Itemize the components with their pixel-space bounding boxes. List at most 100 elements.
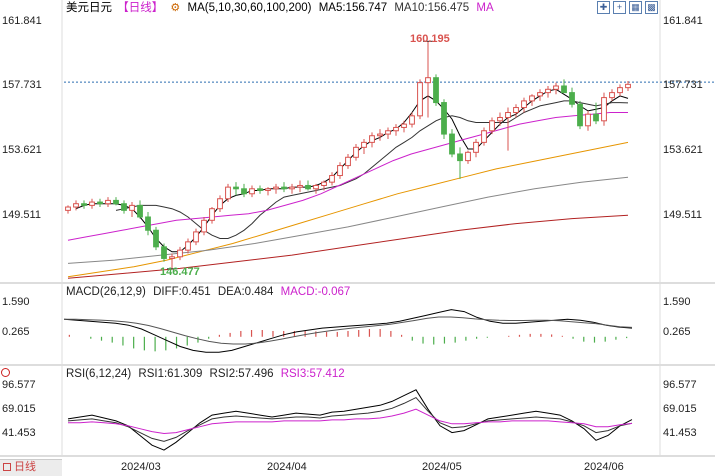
macd-dea-line: [64, 316, 633, 345]
candle-body: [353, 146, 359, 158]
candle-body: [265, 188, 271, 191]
price-header: 美元日元 【日线】 ⚙ MA(5,10,30,60,100,200) MA5:1…: [66, 0, 498, 16]
candle-body: [425, 77, 431, 84]
candle-body: [465, 151, 471, 162]
candle-body: [97, 201, 103, 205]
symbol-title: 美元日元: [66, 2, 112, 14]
candle-body: [473, 141, 479, 153]
candle-body: [625, 83, 631, 89]
rsi-line-rsi2: [67, 396, 633, 442]
candle-body: [161, 246, 167, 259]
candle-body: [305, 184, 311, 190]
rsi-ytick-left: 69.015: [2, 403, 36, 415]
ma-params: MA(5,10,30,60,100,200): [187, 2, 312, 14]
period-tab-icon: [3, 463, 11, 471]
candle-body: [585, 113, 591, 127]
candle-body: [361, 141, 367, 148]
price-ytick-left: 153.621: [2, 144, 42, 156]
price-ytick-right: 161.841: [663, 15, 703, 27]
candle-body: [169, 256, 175, 259]
period-tab-label[interactable]: 日线: [14, 461, 36, 473]
rsi-header: RSI(6,12,24) RSI1:61.309 RSI2:57.496 RSI…: [66, 366, 349, 382]
candle-body: [529, 95, 535, 102]
ma-line-ma200: [67, 214, 629, 279]
candle-body: [201, 219, 207, 233]
candle-body: [281, 186, 287, 190]
candle-body: [217, 198, 223, 210]
rsi-ytick-right: 69.015: [663, 403, 697, 415]
candle-body: [345, 156, 351, 167]
ma-line-ma10: [115, 100, 629, 239]
candle-body: [249, 188, 255, 195]
candle-body: [233, 186, 239, 190]
candle-body: [65, 206, 71, 211]
zoom-in-icon[interactable]: +: [613, 1, 626, 14]
candle-body: [457, 153, 463, 162]
candle-body: [129, 204, 135, 211]
candle-body: [81, 203, 87, 206]
rsi-ytick-left: 41.453: [2, 427, 36, 439]
rsi-ytick-right: 41.453: [663, 427, 697, 439]
candle-body: [289, 186, 295, 190]
candle-body: [537, 92, 543, 97]
candle-body: [329, 175, 335, 183]
macd-dif: DIFF:0.451: [153, 286, 211, 298]
x-tick: 2024/06: [584, 461, 624, 473]
ma-line-ma30: [67, 112, 628, 241]
candle-body: [297, 184, 303, 188]
candle-body: [433, 77, 439, 104]
crosshair-icon[interactable]: ✚: [597, 1, 610, 14]
candle-body: [505, 112, 511, 118]
candle-body: [113, 199, 119, 205]
macd-header: MACD(26,12,9) DIFF:0.451 DEA:0.484 MACD:…: [66, 284, 354, 300]
candle-body: [441, 102, 447, 135]
candle-body: [561, 85, 567, 94]
candle-body: [209, 208, 215, 221]
candle-body: [521, 100, 527, 109]
x-tick: 2024/04: [267, 461, 307, 473]
x-tick: 2024/03: [121, 461, 161, 473]
candle-body: [73, 203, 79, 208]
macd-ytick-left: 1.590: [2, 296, 30, 308]
candle-body: [153, 229, 159, 248]
grid-icon[interactable]: ▦: [629, 1, 642, 14]
candle-body: [225, 186, 231, 200]
candle-body: [489, 120, 495, 132]
candle-body: [385, 130, 391, 135]
candle-body: [377, 133, 383, 137]
candle-body: [177, 249, 183, 258]
period-tab[interactable]: [0, 459, 62, 476]
rsi-ytick-right: 96.577: [663, 379, 697, 391]
candle-body: [337, 165, 343, 177]
candle-body: [137, 204, 143, 218]
rsi-ytick-left: 96.577: [2, 379, 36, 391]
settings-icon[interactable]: ⚙: [170, 2, 181, 14]
macd-value: MACD:-0.067: [280, 286, 351, 298]
candle-body: [617, 87, 623, 94]
candle-body: [241, 188, 247, 195]
period-label[interactable]: 【日线】: [117, 2, 164, 14]
candle-body: [401, 123, 407, 128]
expand-icon[interactable]: ▩: [645, 1, 658, 14]
rsi3-value: RSI3:57.412: [280, 368, 345, 380]
price-ytick-left: 161.841: [2, 15, 42, 27]
candle-body: [609, 92, 615, 99]
candle-body: [393, 126, 399, 132]
candle-body: [553, 85, 559, 90]
rsi-line-rsi3: [68, 408, 633, 435]
candle-body: [145, 216, 151, 231]
macd-ytick-right: 1.590: [663, 296, 691, 308]
candle-body: [121, 203, 127, 211]
macd-ytick-left: 0.265: [2, 326, 30, 338]
candle-body: [497, 116, 503, 122]
candle-body: [577, 103, 583, 127]
ma-line-ma60: [67, 141, 629, 278]
low-annotation: 146.477: [160, 266, 200, 278]
candle-body: [601, 97, 607, 122]
ma-line-ma100: [67, 176, 629, 264]
candle-body: [185, 241, 191, 251]
candle-body: [481, 130, 487, 143]
rsi-params: RSI(6,12,24): [66, 368, 132, 380]
